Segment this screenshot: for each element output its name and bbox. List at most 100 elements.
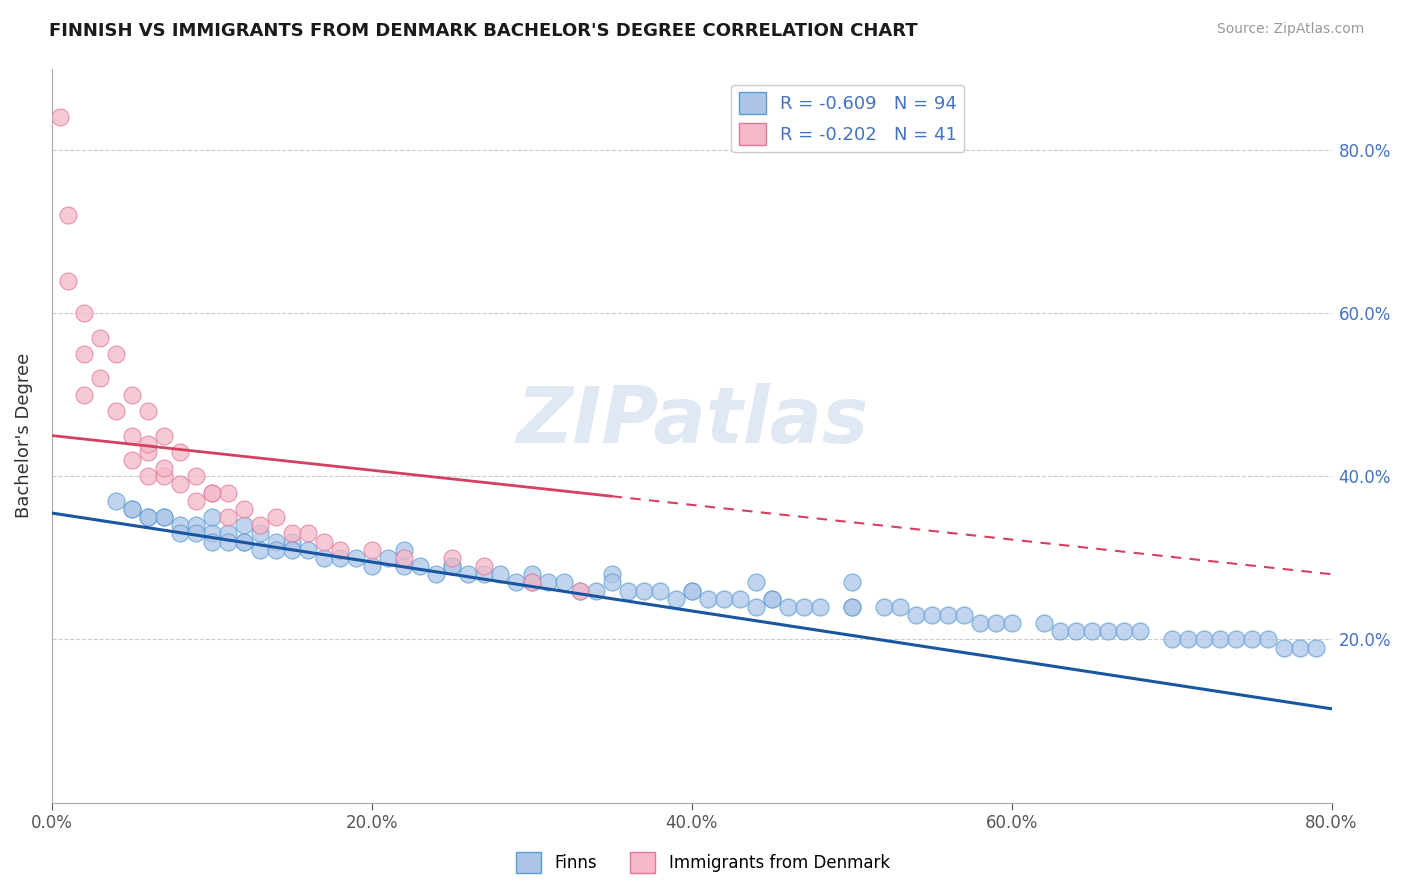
Point (616, 583, 638, 598)
Point (152, 428, 174, 442)
Point (665, 591, 688, 606)
Point (761, 591, 783, 606)
Point (217, 526, 239, 541)
Point (264, 510, 287, 524)
Point (872, 599, 894, 614)
Point (152, 510, 174, 524)
Point (1129, 624, 1152, 639)
Legend: R = -0.609   N = 94, R = -0.202   N = 41: R = -0.609 N = 94, R = -0.202 N = 41 (731, 85, 965, 153)
Point (56, 208, 79, 222)
Point (377, 550, 399, 565)
Point (136, 469, 159, 483)
Point (280, 542, 302, 557)
Point (1064, 624, 1087, 639)
Point (681, 583, 703, 598)
Point (425, 567, 447, 582)
Point (520, 567, 543, 582)
Point (520, 575, 543, 590)
Point (952, 607, 974, 622)
Point (264, 534, 287, 549)
Point (648, 583, 671, 598)
Point (184, 493, 207, 508)
Point (600, 575, 623, 590)
Point (297, 526, 319, 541)
Legend: Finns, Immigrants from Denmark: Finns, Immigrants from Denmark (509, 846, 897, 880)
Point (169, 477, 191, 491)
Point (440, 550, 463, 565)
Point (1000, 616, 1022, 631)
Point (56, 274, 79, 288)
Point (1305, 640, 1327, 655)
Point (104, 347, 127, 361)
Point (1112, 624, 1135, 639)
Point (73, 388, 96, 402)
Point (152, 461, 174, 475)
Point (1208, 632, 1230, 647)
Point (889, 599, 911, 614)
Point (201, 485, 224, 500)
Point (728, 591, 751, 606)
Point (201, 485, 224, 500)
Point (297, 542, 319, 557)
Point (808, 599, 831, 614)
Point (841, 575, 863, 590)
Point (440, 559, 463, 574)
Point (201, 510, 224, 524)
Point (392, 559, 415, 574)
Point (568, 583, 591, 598)
Point (104, 493, 127, 508)
Point (1080, 624, 1102, 639)
Point (568, 583, 591, 598)
Point (136, 436, 159, 450)
Point (472, 559, 495, 574)
Point (841, 599, 863, 614)
Point (280, 526, 302, 541)
Point (969, 616, 991, 631)
Point (121, 502, 143, 516)
Point (1288, 640, 1310, 655)
Point (152, 469, 174, 483)
Point (921, 607, 943, 622)
Point (89, 331, 111, 345)
Point (537, 575, 560, 590)
Point (217, 510, 239, 524)
Point (329, 550, 352, 565)
Point (136, 510, 159, 524)
Point (713, 591, 735, 606)
Point (472, 567, 495, 582)
Point (633, 583, 655, 598)
Point (249, 518, 271, 533)
Point (520, 575, 543, 590)
Point (744, 599, 766, 614)
Point (1192, 632, 1215, 647)
Point (169, 518, 191, 533)
Point (360, 542, 382, 557)
Point (409, 559, 432, 574)
Point (440, 559, 463, 574)
Text: ZIPatlas: ZIPatlas (516, 383, 868, 458)
Point (232, 518, 254, 533)
Point (936, 607, 959, 622)
Point (1225, 632, 1247, 647)
Point (793, 599, 815, 614)
Y-axis label: Bachelor's Degree: Bachelor's Degree (15, 353, 32, 518)
Point (1097, 624, 1119, 639)
Point (232, 534, 254, 549)
Point (232, 502, 254, 516)
Point (121, 428, 143, 442)
Text: Source: ZipAtlas.com: Source: ZipAtlas.com (1216, 22, 1364, 37)
Point (344, 550, 367, 565)
Point (136, 510, 159, 524)
Point (136, 404, 159, 418)
Point (73, 347, 96, 361)
Point (312, 534, 335, 549)
Point (329, 542, 352, 557)
Point (48, 111, 70, 125)
Point (201, 534, 224, 549)
Point (184, 526, 207, 541)
Point (73, 306, 96, 320)
Point (761, 591, 783, 606)
Point (488, 567, 510, 582)
Point (121, 388, 143, 402)
Point (553, 575, 575, 590)
